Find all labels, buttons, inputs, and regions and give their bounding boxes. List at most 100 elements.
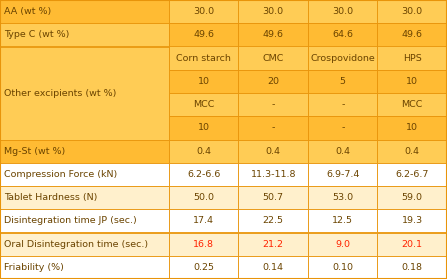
Bar	[0, 47, 169, 70]
Bar	[377, 163, 447, 186]
Bar	[377, 209, 447, 232]
Text: 11.3-11.8: 11.3-11.8	[250, 170, 296, 179]
Text: 21.2: 21.2	[263, 240, 284, 249]
Bar	[239, 209, 308, 232]
Bar	[377, 0, 447, 23]
Bar	[169, 163, 239, 186]
Bar	[308, 93, 377, 116]
Bar	[308, 0, 377, 23]
Text: 0.4: 0.4	[196, 147, 211, 156]
Text: -: -	[341, 123, 345, 132]
Text: 9.0: 9.0	[335, 240, 350, 249]
Text: Disintegration time JP (sec.): Disintegration time JP (sec.)	[4, 217, 137, 225]
Text: 22.5: 22.5	[263, 217, 284, 225]
Bar	[0, 0, 169, 23]
Bar	[308, 163, 377, 186]
Bar	[377, 23, 447, 47]
Text: 0.4: 0.4	[335, 147, 350, 156]
Bar	[169, 116, 239, 140]
Text: 17.4: 17.4	[193, 217, 214, 225]
Text: Oral Disintegration time (sec.): Oral Disintegration time (sec.)	[4, 240, 148, 249]
Bar	[308, 186, 377, 209]
Text: 19.3: 19.3	[402, 217, 423, 225]
Bar	[169, 47, 239, 70]
Text: 64.6: 64.6	[332, 30, 353, 39]
Text: 20.1: 20.1	[402, 240, 423, 249]
Bar	[169, 0, 239, 23]
Text: 10: 10	[198, 123, 210, 132]
Bar	[169, 256, 239, 279]
Bar	[308, 70, 377, 93]
Bar	[377, 116, 447, 140]
Bar	[0, 186, 169, 209]
Text: 0.18: 0.18	[402, 263, 423, 272]
Text: 30.0: 30.0	[193, 7, 214, 16]
Bar	[239, 93, 308, 116]
Text: 10: 10	[406, 77, 418, 86]
Bar	[239, 232, 308, 256]
Bar	[377, 186, 447, 209]
Bar	[0, 256, 169, 279]
Text: -: -	[341, 100, 345, 109]
Text: 49.6: 49.6	[193, 30, 214, 39]
Text: 59.0: 59.0	[402, 193, 423, 202]
Text: 50.0: 50.0	[193, 193, 214, 202]
Text: 0.4: 0.4	[405, 147, 420, 156]
Bar	[239, 140, 308, 163]
Text: 30.0: 30.0	[332, 7, 353, 16]
Bar	[377, 256, 447, 279]
Text: 5: 5	[340, 77, 346, 86]
Text: 49.6: 49.6	[263, 30, 284, 39]
Bar	[239, 23, 308, 47]
Text: 6.2-6.6: 6.2-6.6	[187, 170, 220, 179]
Bar	[239, 186, 308, 209]
Bar	[377, 140, 447, 163]
Bar	[308, 116, 377, 140]
Bar	[239, 163, 308, 186]
Bar	[308, 232, 377, 256]
Text: 30.0: 30.0	[402, 7, 423, 16]
Bar	[308, 140, 377, 163]
Text: CMC: CMC	[262, 54, 284, 62]
Bar	[377, 47, 447, 70]
Text: 50.7: 50.7	[263, 193, 284, 202]
Text: -: -	[271, 100, 275, 109]
Bar	[0, 209, 169, 232]
Text: Other excipients (wt %): Other excipients (wt %)	[4, 88, 117, 97]
Bar	[308, 47, 377, 70]
Bar	[377, 70, 447, 93]
Bar	[169, 93, 239, 116]
Text: HPS: HPS	[403, 54, 422, 62]
Text: Crospovidone: Crospovidone	[310, 54, 375, 62]
Bar	[239, 256, 308, 279]
Text: Corn starch: Corn starch	[176, 54, 231, 62]
Text: 49.6: 49.6	[402, 30, 423, 39]
Bar	[377, 232, 447, 256]
Bar	[308, 256, 377, 279]
Text: Type C (wt %): Type C (wt %)	[4, 30, 70, 39]
Text: 0.4: 0.4	[266, 147, 281, 156]
Text: 16.8: 16.8	[193, 240, 214, 249]
Bar	[169, 140, 239, 163]
Bar	[0, 47, 169, 140]
Bar	[169, 70, 239, 93]
Bar	[308, 23, 377, 47]
Bar	[239, 116, 308, 140]
Text: 53.0: 53.0	[332, 193, 353, 202]
Bar	[169, 186, 239, 209]
Bar	[0, 23, 169, 47]
Bar	[0, 232, 169, 256]
Bar	[239, 0, 308, 23]
Bar	[169, 209, 239, 232]
Bar	[0, 163, 169, 186]
Text: 0.10: 0.10	[332, 263, 353, 272]
Text: Tablet Hardness (N): Tablet Hardness (N)	[4, 193, 98, 202]
Text: 30.0: 30.0	[263, 7, 284, 16]
Text: MCC: MCC	[193, 100, 215, 109]
Text: MCC: MCC	[401, 100, 423, 109]
Text: 0.14: 0.14	[263, 263, 284, 272]
Text: 12.5: 12.5	[332, 217, 353, 225]
Text: 6.9-7.4: 6.9-7.4	[326, 170, 359, 179]
Text: 20: 20	[267, 77, 279, 86]
Text: 10: 10	[198, 77, 210, 86]
